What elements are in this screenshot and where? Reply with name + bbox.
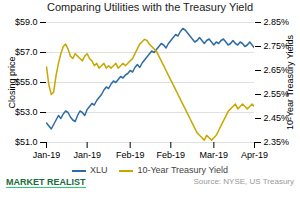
svg-text:Jan-19: Jan-19: [33, 150, 61, 160]
svg-text:$59.0: $59.0: [15, 17, 38, 27]
svg-text:Mar-19: Mar-19: [200, 150, 229, 160]
html-text:XLU: XLU: [89, 165, 108, 175]
svg-text:Apr-19: Apr-19: [241, 150, 268, 160]
svg-text:2.65%: 2.65%: [263, 65, 289, 76]
svg-text:Jan-19: Jan-19: [73, 150, 101, 160]
html-text:10-Year Treasury Yield: 10-Year Treasury Yield: [137, 165, 229, 175]
svg-text:2.75%: 2.75%: [263, 41, 289, 52]
svg-text:Closing price: Closing price: [7, 56, 17, 108]
svg-text:2.45%: 2.45%: [263, 113, 289, 124]
html-text:Source: NYSE, US Treasury: Source: NYSE, US Treasury: [193, 177, 294, 186]
svg-text:Feb-19: Feb-19: [157, 150, 186, 160]
svg-text:Feb-19: Feb-19: [116, 150, 145, 160]
svg-text:2.35%: 2.35%: [264, 137, 290, 147]
html-text:Comparing Utilities with the T: Comparing Utilities with the Treasury Yi…: [47, 1, 253, 13]
svg-text:2.85%: 2.85%: [264, 17, 290, 27]
html-text:MARKET REALIST: MARKET REALIST: [6, 177, 86, 187]
svg-text:$57.0: $57.0: [15, 47, 38, 57]
svg-text:$51.0: $51.0: [15, 137, 38, 147]
svg-text:$53.0: $53.0: [15, 107, 38, 117]
svg-text:$55.0: $55.0: [15, 77, 38, 87]
svg-text:10-Year Treasury Yields: 10-Year Treasury Yields: [285, 34, 295, 130]
svg-text:2.55%: 2.55%: [263, 89, 289, 100]
